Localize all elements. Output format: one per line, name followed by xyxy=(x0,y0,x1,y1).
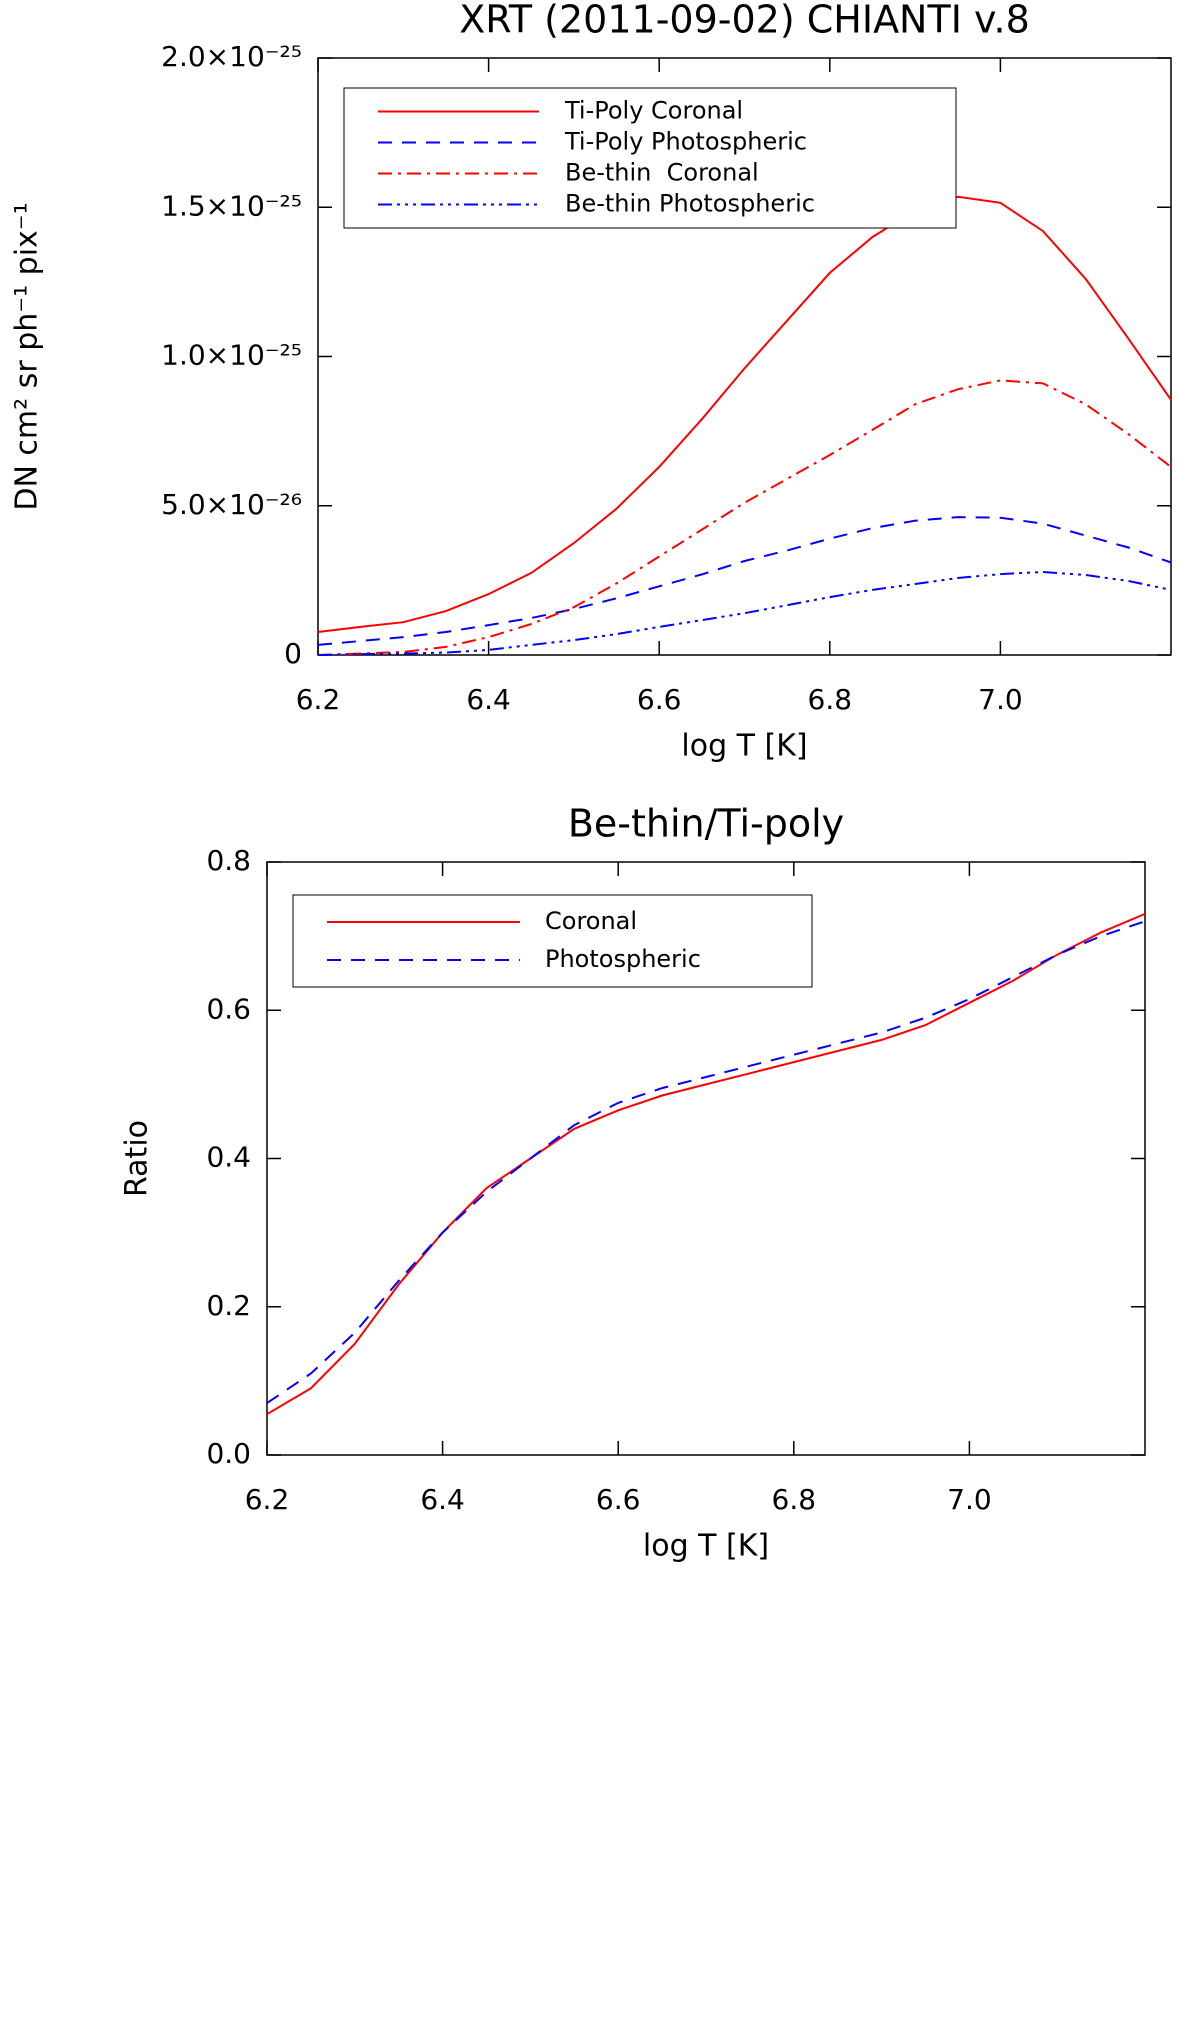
y-tick-label: 0.2 xyxy=(206,1289,251,1322)
x-tick-label: 6.8 xyxy=(808,683,853,716)
legend-label: Be-thin Photospheric xyxy=(565,190,815,218)
x-tick-label: 6.6 xyxy=(637,683,682,716)
x-tick-label: 6.2 xyxy=(245,1483,290,1516)
y-tick-label: 5.0×10⁻²⁶ xyxy=(161,488,302,521)
legend-label: Be-thin Coronal xyxy=(565,159,759,187)
y-tick-label: 0 xyxy=(284,637,302,670)
series-line xyxy=(317,570,1172,656)
legend-label: Ti-Poly Coronal xyxy=(564,97,743,125)
y-tick-label: 0.0 xyxy=(206,1437,251,1470)
series-line xyxy=(317,516,1172,646)
x-tick-label: 6.6 xyxy=(596,1483,641,1516)
x-axis-label: log T [K] xyxy=(681,729,807,764)
x-axis-label: log T [K] xyxy=(643,1529,769,1564)
legend-box xyxy=(292,894,813,988)
series-line xyxy=(266,920,1146,1404)
y-axis-label: DN cm² sr ph⁻¹ pix⁻¹ xyxy=(10,202,45,510)
chart-title: Be-thin/Ti-poly xyxy=(568,802,844,846)
y-tick-label: 0.6 xyxy=(206,992,251,1025)
chart-title: XRT (2011-09-02) CHIANTI v.8 xyxy=(459,0,1030,42)
x-tick-label: 6.2 xyxy=(296,683,341,716)
legend-label: Ti-Poly Photospheric xyxy=(564,128,807,156)
legend-label: Photospheric xyxy=(545,945,701,973)
y-tick-label: 0.8 xyxy=(206,844,251,877)
y-tick-label: 0.4 xyxy=(206,1141,251,1174)
x-tick-label: 7.0 xyxy=(978,683,1023,716)
series-line xyxy=(266,912,1146,1416)
x-tick-label: 7.0 xyxy=(947,1483,992,1516)
y-tick-label: 2.0×10⁻²⁵ xyxy=(161,40,302,73)
series-line xyxy=(317,195,1172,633)
legend-label: Coronal xyxy=(545,907,637,935)
y-tick-label: 1.0×10⁻²⁵ xyxy=(161,339,302,372)
y-axis-label: Ratio xyxy=(120,1120,155,1197)
x-tick-label: 6.4 xyxy=(420,1483,465,1516)
x-tick-label: 6.4 xyxy=(466,683,511,716)
series-line xyxy=(317,379,1172,656)
y-tick-label: 1.5×10⁻²⁵ xyxy=(161,189,302,222)
x-tick-label: 6.8 xyxy=(772,1483,817,1516)
